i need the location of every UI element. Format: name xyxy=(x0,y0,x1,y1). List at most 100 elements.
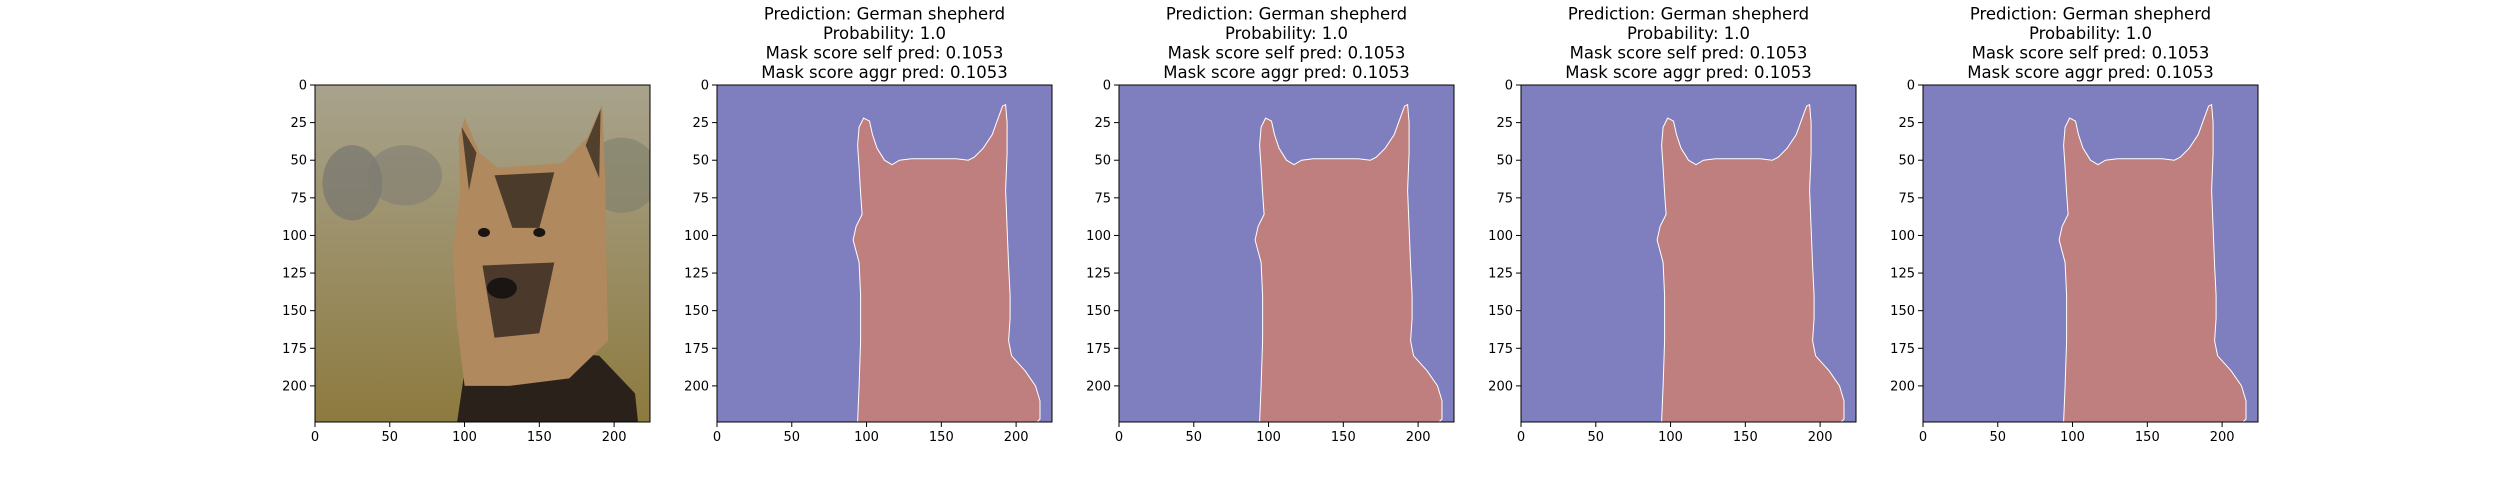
subplot-mask-1: 0 50 100 150 200 0 25 50 75 100 125 150 175 200 Predic… xyxy=(684,5,1052,446)
y-tick-label: 25 xyxy=(1094,116,1111,131)
y-tick-label: 125 xyxy=(1086,267,1111,282)
y-tick-label: 100 xyxy=(1488,229,1513,244)
y-tick-label: 0 xyxy=(1907,79,1915,94)
y-tick-label: 50 xyxy=(1094,154,1111,169)
y-tick-label: 25 xyxy=(290,116,307,131)
image-content xyxy=(315,85,659,422)
x-tick-label: 150 xyxy=(527,430,552,445)
y-tick-label: 125 xyxy=(1890,267,1915,282)
y-tick-label: 150 xyxy=(1488,304,1513,319)
subplot-title-line: Mask score self pred: 0.1053 xyxy=(766,44,1004,63)
y-tick-label: 150 xyxy=(282,304,307,319)
y-tick-label: 150 xyxy=(684,304,709,319)
x-tick-label: 50 xyxy=(382,430,399,445)
y-tick-label: 50 xyxy=(692,154,709,169)
subplot-title-line: Mask score aggr pred: 0.1053 xyxy=(1565,63,1811,82)
dog-eye-left xyxy=(478,228,490,237)
y-tick-label: 175 xyxy=(1488,342,1513,357)
x-tick-label: 0 xyxy=(1919,430,1927,445)
x-tick-label: 150 xyxy=(1331,430,1356,445)
subplot-title-line: Mask score aggr pred: 0.1053 xyxy=(1163,63,1409,82)
subplot-title-line: Probability: 1.0 xyxy=(1627,24,1750,43)
y-tick-label: 200 xyxy=(1086,379,1111,394)
image-content xyxy=(717,85,1052,422)
x-tick-label: 200 xyxy=(2210,430,2235,445)
y-tick-label: 75 xyxy=(1094,191,1111,206)
y-tick-label: 125 xyxy=(282,267,307,282)
x-tick-label: 50 xyxy=(784,430,801,445)
x-tick-label: 0 xyxy=(311,430,319,445)
subplot-title-line: Mask score self pred: 0.1053 xyxy=(1570,44,1808,63)
y-tick-label: 0 xyxy=(701,79,709,94)
y-tick-label: 0 xyxy=(1505,79,1513,94)
y-tick-label: 25 xyxy=(692,116,709,131)
y-tick-label: 150 xyxy=(1890,304,1915,319)
x-tick-label: 100 xyxy=(1256,430,1281,445)
subplot-mask-3: 0 50 100 150 200 0 25 50 75 100 125 150 175 200 Predic… xyxy=(1488,5,1856,446)
x-tick-label: 50 xyxy=(1588,430,1605,445)
y-tick-label: 200 xyxy=(1488,379,1513,394)
x-tick-label: 150 xyxy=(2135,430,2160,445)
y-tick-label: 75 xyxy=(1496,191,1513,206)
y-tick-label: 175 xyxy=(1086,342,1111,357)
y-tick-label: 100 xyxy=(1890,229,1915,244)
y-tick-label: 50 xyxy=(1898,154,1915,169)
x-tick-label: 0 xyxy=(713,430,721,445)
x-tick-label: 200 xyxy=(1004,430,1029,445)
y-tick-label: 200 xyxy=(1890,379,1915,394)
subplot-mask-4: 0 50 100 150 200 0 25 50 75 100 125 150 175 200 Predic… xyxy=(1890,5,2258,446)
y-tick-label: 75 xyxy=(290,191,307,206)
image-content xyxy=(1923,85,2258,422)
y-tick-label: 75 xyxy=(692,191,709,206)
x-tick-label: 200 xyxy=(1808,430,1833,445)
y-tick-label: 200 xyxy=(282,379,307,394)
subplot-title-line: Prediction: German shepherd xyxy=(1970,5,2211,24)
image-content xyxy=(1521,85,1856,422)
subplot-title-line: Mask score aggr pred: 0.1053 xyxy=(1967,63,2213,82)
x-tick-label: 50 xyxy=(1990,430,2007,445)
subplot-mask-2: 0 50 100 150 200 0 25 50 75 100 125 150 175 200 Predic… xyxy=(1086,5,1454,446)
dog-eye-right xyxy=(533,228,545,237)
x-tick-label: 100 xyxy=(2060,430,2085,445)
x-tick-label: 100 xyxy=(452,430,477,445)
subplot-input-image: 0 50 100 150 200 0 25 50 75 100 125 150 175 200 xyxy=(282,79,659,446)
x-tick-label: 200 xyxy=(602,430,627,445)
subplot-title-line: Probability: 1.0 xyxy=(1225,24,1348,43)
y-tick-label: 50 xyxy=(1496,154,1513,169)
y-tick-label: 0 xyxy=(1103,79,1111,94)
subplot-title-line: Probability: 1.0 xyxy=(823,24,946,43)
y-tick-label: 175 xyxy=(684,342,709,357)
image-content xyxy=(1119,85,1454,422)
subplots-container: 0 50 100 150 200 0 25 50 75 100 125 150 175 200 0 50 100… xyxy=(282,5,2258,446)
x-tick-label: 200 xyxy=(1406,430,1431,445)
y-tick-label: 0 xyxy=(299,79,307,94)
x-tick-label: 150 xyxy=(1733,430,1758,445)
x-tick-label: 50 xyxy=(1186,430,1203,445)
x-tick-label: 0 xyxy=(1115,430,1123,445)
y-tick-label: 175 xyxy=(1890,342,1915,357)
x-tick-label: 150 xyxy=(929,430,954,445)
y-tick-label: 175 xyxy=(282,342,307,357)
y-tick-label: 100 xyxy=(282,229,307,244)
x-tick-label: 100 xyxy=(854,430,879,445)
subplot-title-line: Mask score self pred: 0.1053 xyxy=(1168,44,1406,63)
y-tick-label: 50 xyxy=(290,154,307,169)
y-tick-label: 100 xyxy=(684,229,709,244)
y-tick-label: 125 xyxy=(1488,267,1513,282)
subplot-title-line: Mask score aggr pred: 0.1053 xyxy=(761,63,1007,82)
subplot-title-line: Prediction: German shepherd xyxy=(1166,5,1407,24)
y-tick-label: 75 xyxy=(1898,191,1915,206)
subplot-title-line: Probability: 1.0 xyxy=(2029,24,2152,43)
y-tick-label: 125 xyxy=(684,267,709,282)
y-tick-label: 25 xyxy=(1496,116,1513,131)
y-tick-label: 200 xyxy=(684,379,709,394)
x-tick-label: 0 xyxy=(1517,430,1525,445)
x-tick-label: 100 xyxy=(1658,430,1683,445)
dog-nose xyxy=(487,278,517,299)
subplot-title-line: Prediction: German shepherd xyxy=(764,5,1005,24)
y-tick-label: 25 xyxy=(1898,116,1915,131)
subplot-title-line: Prediction: German shepherd xyxy=(1568,5,1809,24)
blurred-car-shape xyxy=(367,145,442,205)
subplot-title-line: Mask score self pred: 0.1053 xyxy=(1972,44,2210,63)
